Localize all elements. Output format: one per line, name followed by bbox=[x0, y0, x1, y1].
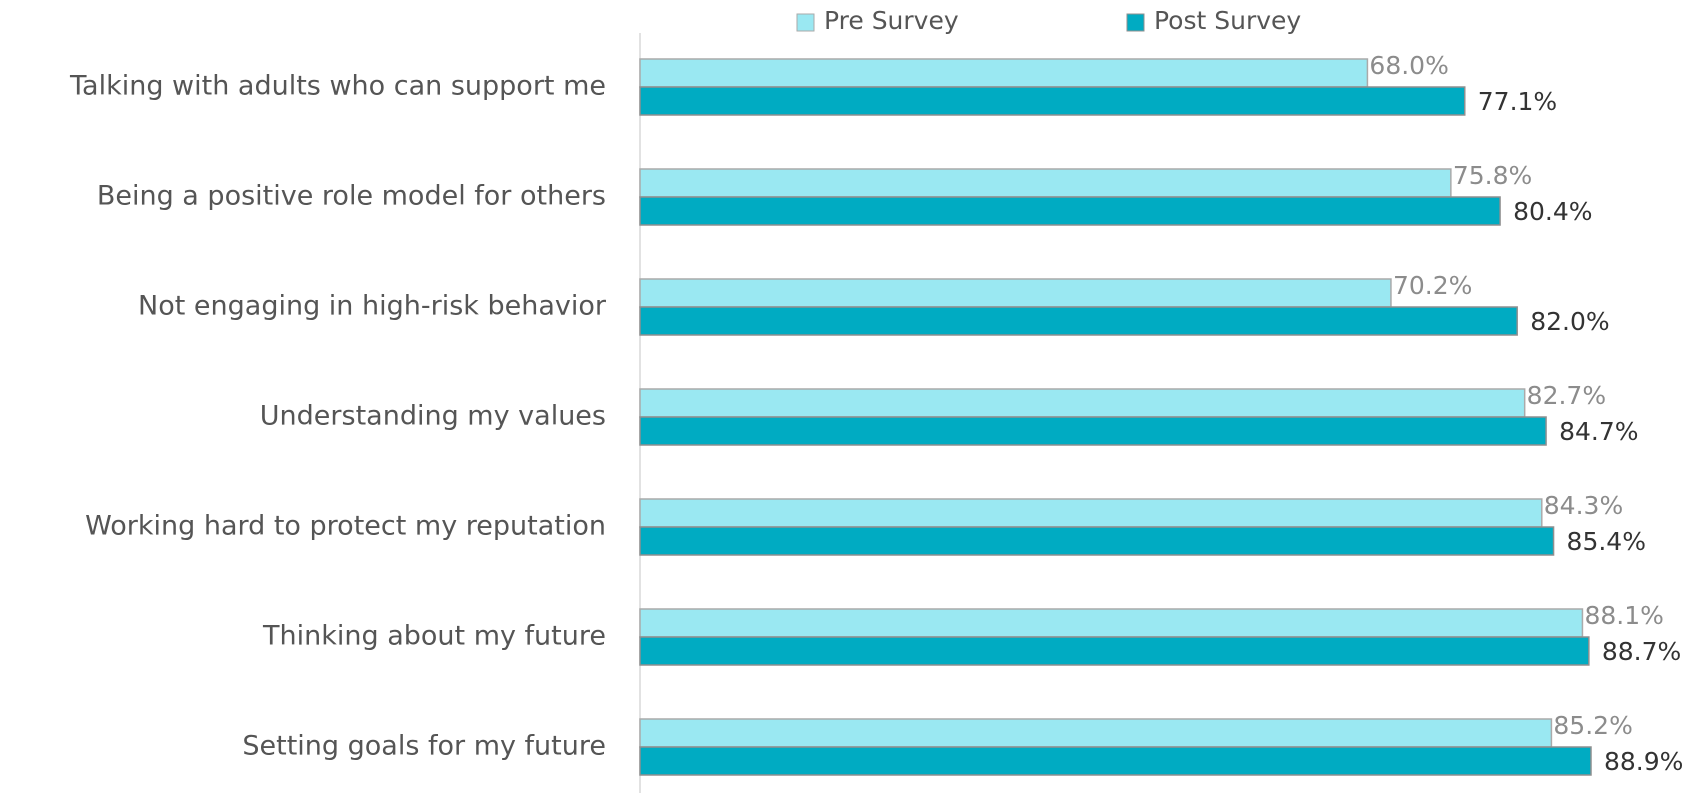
bar bbox=[639, 278, 1392, 308]
value-label: 77.1% bbox=[1478, 87, 1557, 116]
value-label: 88.9% bbox=[1604, 747, 1683, 776]
value-label: 82.7% bbox=[1527, 381, 1606, 410]
category-label: Thinking about my future bbox=[262, 621, 606, 652]
bar bbox=[639, 608, 1584, 638]
legend-swatch bbox=[796, 13, 815, 32]
value-label: 84.7% bbox=[1559, 417, 1638, 446]
legend-label: Post Survey bbox=[1154, 6, 1301, 35]
bar bbox=[639, 526, 1555, 556]
bar bbox=[639, 58, 1369, 88]
bar bbox=[639, 498, 1543, 528]
value-label: 70.2% bbox=[1393, 271, 1472, 300]
bar bbox=[639, 168, 1452, 198]
legend-label: Pre Survey bbox=[824, 6, 959, 35]
legend-swatch bbox=[1126, 13, 1145, 32]
value-label: 75.8% bbox=[1453, 161, 1532, 190]
value-label: 84.3% bbox=[1544, 491, 1623, 520]
bar bbox=[639, 416, 1547, 446]
category-label: Not engaging in high-risk behavior bbox=[138, 291, 607, 322]
category-label: Working hard to protect my reputation bbox=[85, 511, 606, 542]
value-label: 85.2% bbox=[1553, 711, 1632, 740]
value-label: 85.4% bbox=[1567, 527, 1646, 556]
category-label: Talking with adults who can support me bbox=[69, 71, 606, 102]
category-label: Setting goals for my future bbox=[242, 731, 606, 762]
bar bbox=[639, 746, 1592, 776]
category-label: Being a positive role model for others bbox=[97, 181, 606, 212]
value-label: 88.7% bbox=[1602, 637, 1681, 666]
bar bbox=[639, 388, 1526, 418]
bar bbox=[639, 306, 1518, 336]
bar bbox=[639, 196, 1501, 226]
value-label: 80.4% bbox=[1513, 197, 1592, 226]
bar bbox=[639, 718, 1553, 748]
value-label: 68.0% bbox=[1369, 51, 1448, 80]
bar bbox=[639, 86, 1466, 116]
value-label: 88.1% bbox=[1584, 601, 1663, 630]
bar bbox=[639, 636, 1590, 666]
category-label: Understanding my values bbox=[260, 401, 606, 432]
value-label: 82.0% bbox=[1530, 307, 1609, 336]
